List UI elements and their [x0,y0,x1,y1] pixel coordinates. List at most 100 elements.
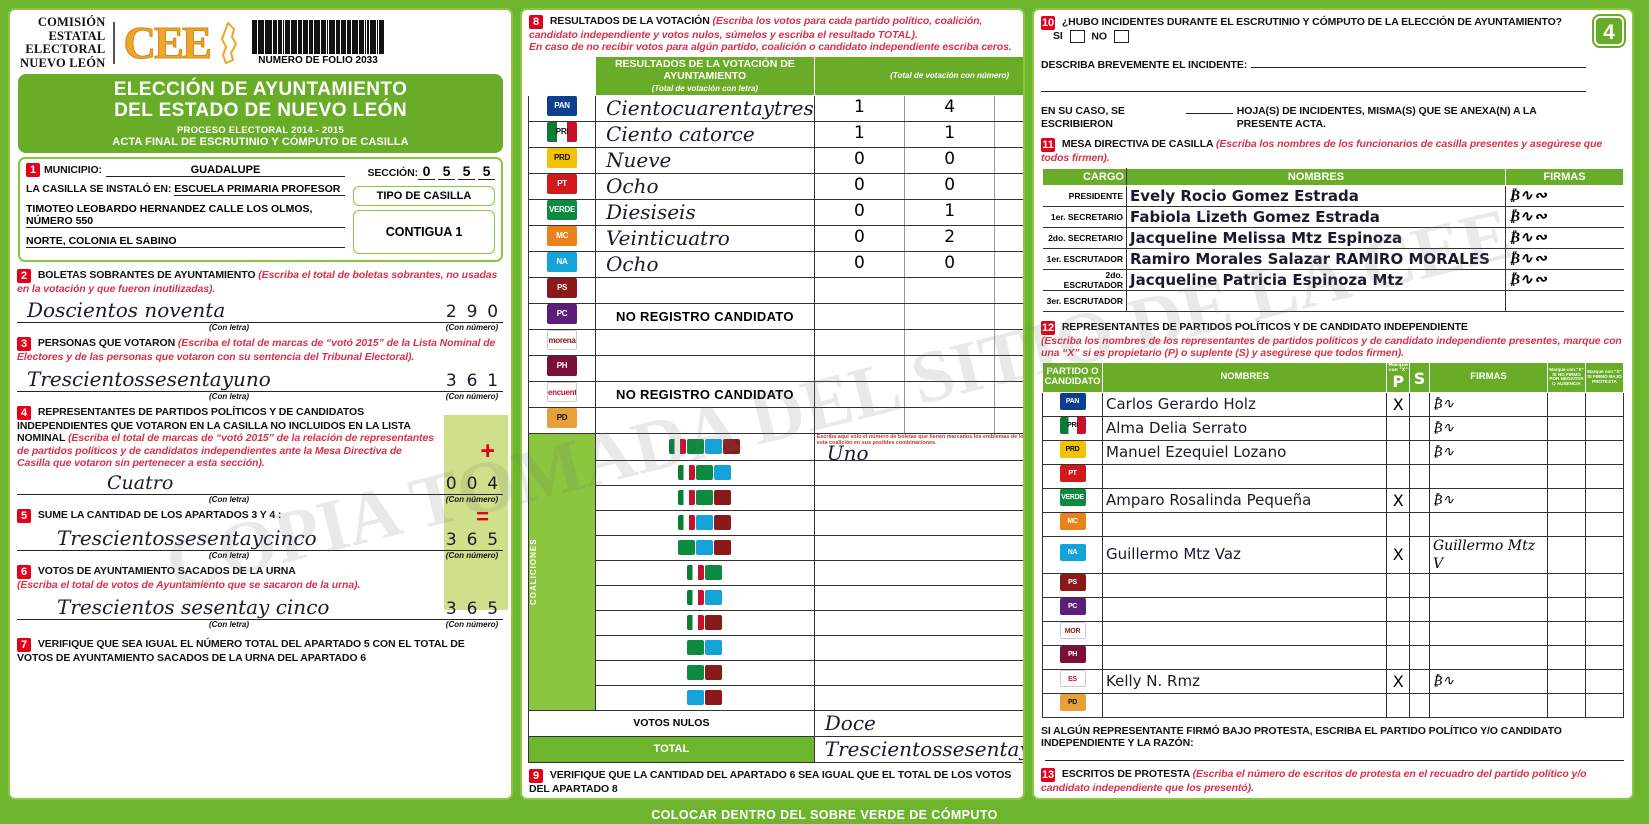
coalition-letra-cell[interactable] [813,584,1023,611]
tipo-casilla-value[interactable]: CONTIGUA 1 [353,210,495,255]
rep-mark2-cell[interactable] [1585,535,1624,574]
vote-letra-cell[interactable] [595,406,815,434]
rep-s-cell[interactable] [1409,692,1430,718]
nombre-cell[interactable]: Jacqueline Patricia Espinoza Mtz [1126,269,1506,291]
rep-mark2-cell[interactable] [1585,415,1624,441]
vote-number-cell[interactable]: 1 1 4 [815,121,1023,147]
vote-number-cell[interactable] [815,355,1023,381]
seccion-digits[interactable]: 0 5 5 5 [418,163,495,181]
rep-nombre-cell[interactable] [1101,463,1388,489]
rep-firma-cell[interactable] [1429,644,1548,670]
rep-s-cell[interactable] [1409,487,1430,513]
coalition-letra-cell[interactable] [813,534,1023,561]
vote-number-cell[interactable] [815,381,1023,407]
coalition-letra-cell[interactable]: Escriba aquí sólo el número de boletas q… [813,432,1023,463]
rep-nombre-cell[interactable] [1101,511,1388,537]
rep-mark2-cell[interactable] [1585,487,1624,513]
rep-mark1-cell[interactable] [1547,692,1586,718]
nombre-cell[interactable]: Evely Rocio Gomez Estrada [1126,185,1506,207]
vote-number-cell[interactable]: 1 4 3 [815,95,1023,121]
rep-nombre-cell[interactable] [1101,692,1388,718]
rep-nombre-cell[interactable] [1101,644,1388,670]
rep-mark2-cell[interactable] [1585,596,1624,622]
rep-mark1-cell[interactable] [1547,463,1586,489]
rep-mark2-cell[interactable] [1585,668,1624,694]
coalition-letra-cell[interactable] [813,484,1023,511]
vote-number-cell[interactable] [815,303,1023,329]
rep-firma-cell[interactable] [1429,620,1548,646]
rep-mark2-cell[interactable] [1585,391,1624,417]
nombre-cell[interactable]: Jacqueline Melissa Mtz Espinoza [1126,227,1506,249]
rep-p-cell[interactable] [1386,692,1410,718]
hojas-incidentes-input[interactable] [1186,101,1233,115]
rep-s-cell[interactable] [1409,463,1430,489]
rep-s-cell[interactable] [1409,439,1430,465]
rep-mark2-cell[interactable] [1585,692,1624,718]
vote-letra-cell[interactable] [595,328,815,356]
section-4-digits[interactable]: 0 0 4 [441,474,503,496]
describe-incident-input[interactable] [1251,55,1586,68]
rep-p-cell[interactable] [1386,415,1410,441]
rep-firma-cell[interactable]: ₿∿ [1429,487,1548,513]
rep-nombre-cell[interactable]: Carlos Gerardo Holz [1101,391,1388,417]
rep-s-cell[interactable] [1409,415,1430,441]
address-line-2[interactable]: TIMOTEO LEOBARDO HERNANDEZ CALLE LOS OLM… [26,203,345,229]
rep-mark2-cell[interactable] [1585,511,1624,537]
rep-nombre-cell[interactable] [1101,572,1388,598]
vote-number-cell[interactable]: 0 0 9 [815,147,1023,173]
section-5-letra[interactable]: Trescientossesentaycinco [17,526,441,552]
vote-letra-cell[interactable]: Ocho [595,172,815,200]
address-line-1[interactable]: ESCUELA PRIMARIA PROFESOR [174,183,345,197]
rep-firma-cell[interactable]: ₿∿ [1429,439,1548,465]
rep-mark2-cell[interactable] [1585,572,1624,598]
rep-p-cell[interactable]: X [1386,391,1410,417]
vote-number-cell[interactable]: 0 0 8 [815,173,1023,199]
rep-s-cell[interactable] [1409,596,1430,622]
rep-p-cell[interactable] [1386,439,1410,465]
vote-letra-cell[interactable] [595,276,815,304]
rep-nombre-cell[interactable]: Kelly N. Rmz [1101,668,1388,694]
rep-s-cell[interactable] [1409,535,1430,574]
rep-mark1-cell[interactable] [1547,620,1586,646]
rep-mark1-cell[interactable] [1547,487,1586,513]
rep-nombre-cell[interactable]: Manuel Ezequiel Lozano [1101,439,1388,465]
section-4-letra[interactable]: Cuatro [17,472,441,496]
rep-s-cell[interactable] [1409,572,1430,598]
rep-p-cell[interactable] [1386,620,1410,646]
rep-firma-cell[interactable] [1429,572,1548,598]
rep-firma-cell[interactable]: ₿∿ [1429,668,1548,694]
rep-firma-cell[interactable]: ₿∿ [1429,391,1548,417]
coalition-letra-cell[interactable] [813,559,1023,586]
rep-mark1-cell[interactable] [1547,415,1586,441]
nombre-cell[interactable]: Fabiola Lizeth Gomez Estrada [1126,206,1506,228]
rep-p-cell[interactable] [1386,511,1410,537]
rep-s-cell[interactable] [1409,668,1430,694]
vote-letra-cell[interactable]: Cientocuarentaytres [595,94,815,122]
rep-mark1-cell[interactable] [1547,439,1586,465]
firma-cell[interactable]: ₿∿ ∾ [1505,248,1624,270]
firma-cell[interactable] [1505,290,1624,312]
vote-letra-cell[interactable]: NO REGISTRO CANDIDATO [595,380,815,408]
rep-p-cell[interactable] [1386,644,1410,670]
rep-mark1-cell[interactable] [1547,391,1586,417]
section-6-letra[interactable]: Trescientos sesentay cinco [17,595,441,620]
rep-s-cell[interactable] [1409,620,1430,646]
firma-cell[interactable]: ₿∿ ∾ [1505,206,1624,228]
vote-number-cell[interactable] [815,277,1023,303]
firma-cell[interactable]: ₿∿ ∾ [1505,185,1624,207]
vote-letra-cell[interactable]: Diesiseis [595,198,815,226]
rep-firma-cell[interactable] [1429,463,1548,489]
rep-mark1-cell[interactable] [1547,572,1586,598]
describe-incident-line2[interactable] [1041,77,1586,93]
rep-firma-cell[interactable]: Guillermo Mtz V [1429,535,1548,574]
rep-firma-cell[interactable] [1429,511,1548,537]
rep-p-cell[interactable] [1386,596,1410,622]
coalition-letra-cell[interactable] [813,684,1023,711]
vote-letra-cell[interactable]: Ciento catorce [595,120,815,148]
total-letra-cell[interactable]: Trescientossesentaycinco [813,735,1023,763]
vote-letra-cell[interactable]: Ocho [595,250,815,278]
rep-s-cell[interactable] [1409,511,1430,537]
rep-firma-cell[interactable] [1429,596,1548,622]
rep-nombre-cell[interactable]: Amparo Rosalinda Pequeña [1101,487,1388,513]
rep-p-cell[interactable]: X [1386,668,1410,694]
